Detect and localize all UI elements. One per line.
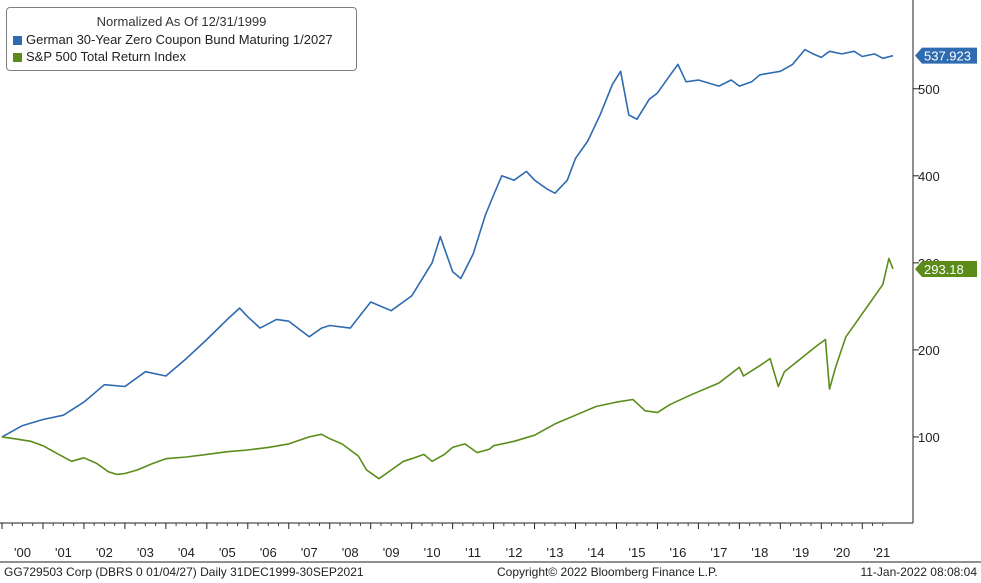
plot-area	[1, 48, 894, 480]
value-tag-sp500	[915, 260, 977, 277]
x-tick-label: '13	[547, 545, 564, 560]
x-tick-label: '05	[219, 545, 236, 560]
x-tick-label: '20	[833, 545, 850, 560]
x-tick-label: '08	[342, 545, 359, 560]
series-line-bund	[1, 48, 894, 438]
value-tag-label-sp500: 293.18	[924, 262, 964, 277]
x-tick-label: '10	[424, 545, 441, 560]
value-tag-bund	[915, 47, 977, 64]
x-tick-label: '01	[55, 545, 72, 560]
x-tick-label: '00	[14, 545, 31, 560]
legend-label-bund: German 30-Year Zero Coupon Bund Maturing…	[26, 32, 333, 47]
legend-item-bund: German 30-Year Zero Coupon Bund Maturing…	[13, 32, 333, 47]
x-tick-label: '03	[137, 545, 154, 560]
legend-item-sp500: S&P 500 Total Return Index	[13, 49, 186, 64]
y-tick-label: 100	[918, 430, 940, 445]
y-tick-label: 400	[918, 169, 940, 184]
value-tags: 537.923 293.18	[915, 47, 977, 277]
x-tick-label: '07	[301, 545, 318, 560]
legend-swatch-bund	[13, 36, 22, 45]
y-tick-label: 200	[918, 343, 940, 358]
y-tick-label: 500	[918, 82, 940, 97]
x-tick-label: '04	[178, 545, 195, 560]
x-axis: '00 '01 '02 '03 '04 '05 '06 '07 '08 '09 '10 '11 '12 '…	[1, 523, 890, 560]
x-tick-label: '15	[628, 545, 645, 560]
footer-right: 11-Jan-2022 08:08:04	[860, 565, 977, 579]
footer-left: GG729503 Corp (DBRS 0 01/04/27) Daily 31…	[4, 565, 364, 579]
legend-title: Normalized As Of 12/31/1999	[96, 14, 267, 29]
x-tick-label: '12	[506, 545, 523, 560]
x-tick-label: '09	[383, 545, 400, 560]
value-tag-label-bund: 537.923	[924, 49, 971, 64]
x-tick-label: '18	[751, 545, 768, 560]
legend-label-sp500: S&P 500 Total Return Index	[26, 49, 186, 64]
legend-swatch-sp500	[13, 53, 22, 62]
x-tick-label: '16	[669, 545, 686, 560]
x-tick-label: '19	[792, 545, 809, 560]
footer-center: Copyright© 2022 Bloomberg Finance L.P.	[497, 565, 718, 579]
x-tick-label: '11	[465, 545, 481, 560]
series-line-sp500	[1, 257, 894, 480]
x-tick-label: '21	[873, 545, 890, 560]
x-tick-label: '17	[710, 545, 727, 560]
x-tick-label: '06	[260, 545, 277, 560]
x-tick-label: '14	[588, 545, 605, 560]
x-tick-label: '02	[96, 545, 113, 560]
legend: Normalized As Of 12/31/1999 German 30-Ye…	[6, 7, 357, 71]
